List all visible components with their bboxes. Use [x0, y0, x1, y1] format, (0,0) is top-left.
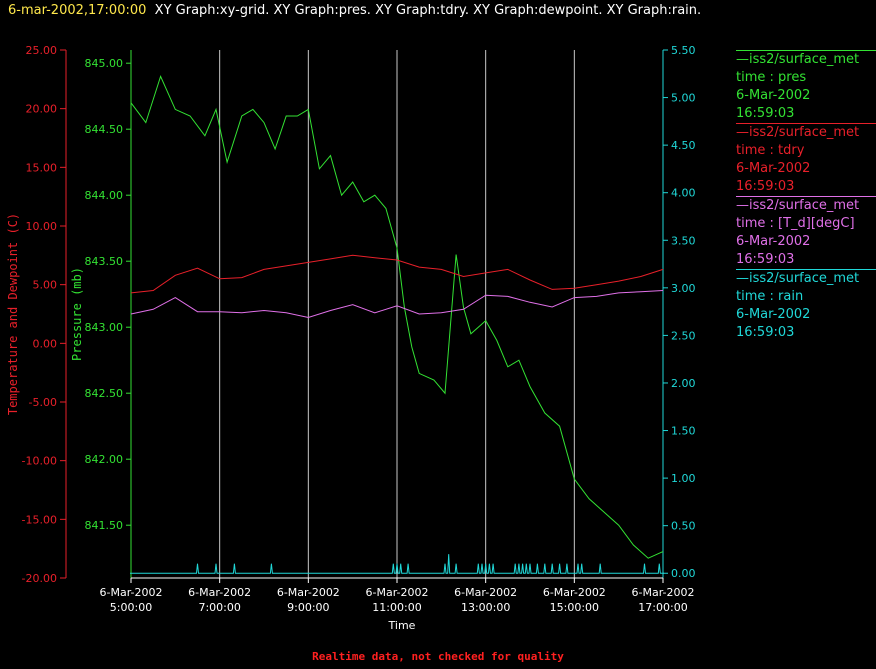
quality-notice: Realtime data, not checked for quality: [312, 650, 564, 663]
temperature-tick-label: -20.00: [22, 572, 57, 585]
rain-tick-label: 2.50: [671, 329, 696, 342]
time-tick-date: 6-Mar-2002: [188, 586, 251, 599]
temperature-axis-title: Temperature and Dewpoint (C): [6, 213, 20, 415]
legend-series-date: 6-Mar-2002: [736, 307, 811, 322]
pressure-tick-label: 845.00: [85, 57, 124, 70]
legend-series-time: 16:59:03: [736, 252, 795, 267]
header-graph-titles: XY Graph:xy-grid. XY Graph:pres. XY Grap…: [154, 3, 702, 18]
temperature-tick-label: -5.00: [29, 396, 57, 409]
rain-tick-label: 1.00: [671, 472, 696, 485]
pressure-tick-label: 844.50: [85, 123, 124, 136]
temperature-tick-label: 5.00: [33, 279, 58, 292]
legend-entry: —iss2/surface_met time : [T_d][degC] 6-Mar…: [736, 196, 876, 269]
temperature-series-line: [130, 254, 664, 294]
legend-series-source: —iss2/surface_met: [736, 196, 876, 215]
rain-series-line: [130, 554, 664, 574]
rain-tick-label: 4.00: [671, 187, 696, 200]
time-tick-time: 7:00:00: [198, 601, 240, 614]
legend-series-date: 6-Mar-2002: [736, 161, 811, 176]
rain-tick-label: 3.50: [671, 234, 696, 247]
temperature-tick-label: 15.00: [26, 161, 58, 174]
rain-tick-label: 0.00: [671, 567, 696, 580]
time-tick-date: 6-Mar-2002: [454, 586, 517, 599]
time-tick-time: 17:00:00: [638, 601, 687, 614]
legend-series-source: —iss2/surface_met: [736, 123, 876, 142]
x-axis-title: Time: [388, 619, 416, 632]
legend-series-time: 16:59:03: [736, 106, 795, 121]
temperature-tick-label: -15.00: [22, 513, 57, 526]
legend-entry: —iss2/surface_met time : tdry 6-Mar-2002 16…: [736, 123, 876, 196]
pressure-tick-label: 842.50: [85, 387, 124, 400]
rain-tick-label: 0.50: [671, 520, 696, 533]
temperature-tick-label: 10.00: [26, 220, 58, 233]
pressure-tick-label: 841.50: [85, 519, 124, 532]
time-tick-time: 13:00:00: [461, 601, 510, 614]
time-tick-time: 11:00:00: [372, 601, 421, 614]
legend-series-date: 6-Mar-2002: [736, 88, 811, 103]
time-tick-date: 6-Mar-2002: [632, 586, 695, 599]
rain-tick-label: 1.50: [671, 425, 696, 438]
time-tick-time: 9:00:00: [287, 601, 329, 614]
legend-series-source: —iss2/surface_met: [736, 50, 876, 69]
legend-series-field: time : [T_d][degC]: [736, 216, 855, 231]
rain-tick-label: 3.00: [671, 282, 696, 295]
time-tick-date: 6-Mar-2002: [100, 586, 163, 599]
legend-series-source: —iss2/surface_met: [736, 269, 876, 288]
temperature-tick-label: 25.00: [26, 44, 58, 57]
time-tick-date: 6-Mar-2002: [277, 586, 340, 599]
legend-series-time: 16:59:03: [736, 179, 795, 194]
pressure-series-line: [130, 74, 664, 559]
temperature-tick-label: -10.00: [22, 455, 57, 468]
pressure-axis-title: Pressure (mb): [70, 267, 84, 361]
time-tick-time: 15:00:00: [550, 601, 599, 614]
legend-series-field: time : tdry: [736, 143, 805, 158]
legend-series-date: 6-Mar-2002: [736, 234, 811, 249]
pressure-tick-label: 843.00: [85, 321, 124, 334]
chart-header: 6-mar-2002,17:00:00 XY Graph:xy-grid. XY…: [8, 3, 701, 18]
header-datetime: 6-mar-2002,17:00:00: [8, 3, 147, 18]
pressure-tick-label: 842.00: [85, 453, 124, 466]
dewpoint-series-line: [130, 290, 664, 319]
legend-series-field: time : rain: [736, 289, 804, 304]
pressure-tick-label: 843.50: [85, 255, 124, 268]
time-tick-time: 5:00:00: [110, 601, 152, 614]
time-tick-date: 6-Mar-2002: [543, 586, 606, 599]
temperature-tick-label: 20.00: [26, 103, 58, 116]
legend: —iss2/surface_met time : pres 6-Mar-2002 16…: [736, 50, 876, 342]
legend-entry: —iss2/surface_met time : rain 6-Mar-2002 16…: [736, 269, 876, 342]
legend-entry: —iss2/surface_met time : pres 6-Mar-2002 16…: [736, 50, 876, 123]
time-tick-date: 6-Mar-2002: [366, 586, 429, 599]
rain-tick-label: 4.50: [671, 139, 696, 152]
legend-series-field: time : pres: [736, 70, 807, 85]
rain-tick-label: 5.00: [671, 92, 696, 105]
rain-tick-label: 5.50: [671, 44, 696, 57]
pressure-tick-label: 844.00: [85, 189, 124, 202]
rain-tick-label: 2.00: [671, 377, 696, 390]
temperature-tick-label: 0.00: [33, 337, 58, 350]
legend-series-time: 16:59:03: [736, 325, 795, 340]
